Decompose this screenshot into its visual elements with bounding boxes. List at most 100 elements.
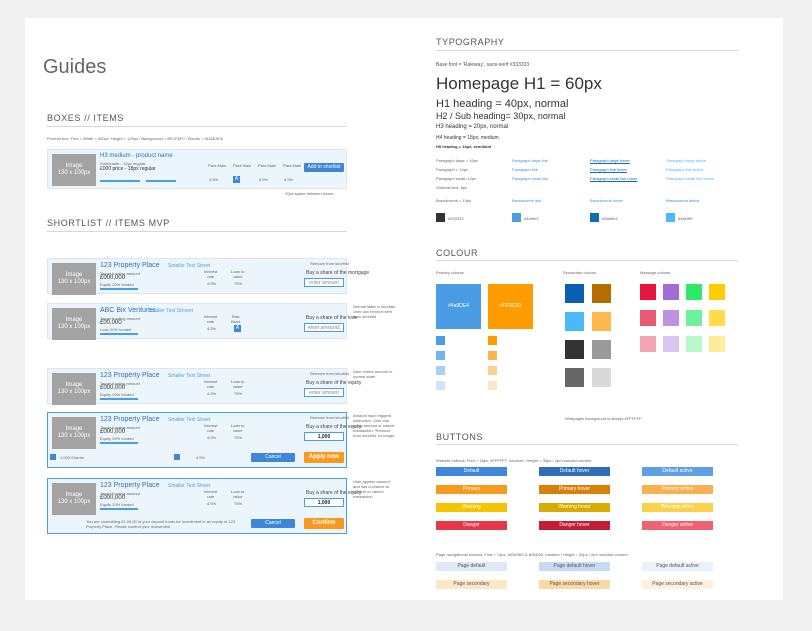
secondary-swatch: [565, 312, 584, 331]
color-chip: [436, 351, 445, 360]
remove-link[interactable]: Remove from shortlist: [310, 415, 349, 420]
funding-label: Target funding amount: [100, 316, 140, 321]
colour-heading: COLOUR: [436, 248, 479, 258]
confirm-button[interactable]: Confirm: [304, 518, 344, 529]
item-title[interactable]: 123 Property Place: [100, 482, 160, 489]
button-sample-primary[interactable]: Primary: [436, 485, 507, 494]
breadcrumb-sample[interactable]: Breadcrumb active: [666, 198, 700, 203]
image-placeholder: Image 130 x 100px: [52, 263, 96, 295]
button-sample-danger-active[interactable]: Danger active: [642, 521, 713, 530]
message-swatch: [663, 284, 679, 300]
button-sample-danger[interactable]: Danger: [436, 521, 507, 530]
nav-button-page-secondary[interactable]: Page secondary: [436, 580, 507, 589]
button-sample-danger-hover[interactable]: Danger hover: [539, 521, 610, 530]
button-sample-default-active[interactable]: Default active: [642, 467, 713, 476]
link-sample[interactable]: Paragraph large hover: [590, 158, 630, 163]
para-sample: Paragraph small=12px: [436, 176, 477, 181]
spacing-note: 20px space between boxes: [285, 191, 334, 196]
shortlist-item: Image 130 x 100px 123 Property Place Small…: [47, 412, 361, 468]
button-sample-primary-active[interactable]: Primary active: [642, 485, 713, 494]
secondary-colours-label: Secondary colours: [563, 270, 597, 275]
button-sample-warning-active[interactable]: Warning active: [642, 503, 713, 512]
nav-button-page-default-active[interactable]: Page default active: [642, 562, 713, 571]
item-title[interactable]: 123 Property Place: [100, 372, 160, 379]
ltv-value: 75%: [234, 391, 243, 396]
message-swatch: [663, 310, 679, 326]
h1-homepage-sample: Homepage H1 = 60px: [436, 74, 602, 93]
price: £000 price - 18px regular: [100, 166, 156, 172]
col-label: Para Main: [258, 163, 277, 168]
cancel-button[interactable]: Cancel: [251, 519, 295, 528]
amount-input[interactable]: 1,000: [304, 498, 344, 507]
checkbox-icon[interactable]: [174, 454, 180, 460]
link-sample[interactable]: Paragraph small link active: [666, 176, 714, 181]
item-title[interactable]: ABC Bix Ventures: [100, 307, 156, 314]
button-sample-default-hover[interactable]: Default hover: [539, 467, 610, 476]
nav-button-page-default-hover[interactable]: Page default hover: [539, 562, 610, 571]
button-sample-default[interactable]: Default: [436, 467, 507, 476]
shortlist-heading: SHORTLIST // ITEMS MVP: [47, 218, 170, 228]
amount-input[interactable]: 1,000: [304, 432, 344, 441]
button-sample-warning-hover[interactable]: Warning hover: [539, 503, 610, 512]
link-sample[interactable]: Paragraph large link: [512, 158, 548, 163]
secondary-swatch: [592, 312, 611, 331]
product-name[interactable]: H3 medium - product name: [100, 153, 173, 159]
ltv-value: 75%: [234, 281, 243, 286]
typography-heading: TYPOGRAPHY: [436, 37, 505, 47]
item-subtitle: Smaller Text Street: [168, 417, 211, 423]
link-sample[interactable]: Paragraph large active: [666, 158, 707, 163]
remove-link[interactable]: Remove from shortlist: [310, 261, 349, 266]
funding-amount: £000,000: [100, 385, 126, 391]
link-sample[interactable]: Paragraph link active: [666, 167, 704, 172]
message-swatch: [663, 336, 679, 352]
hex-label: #4a9fe3: [524, 216, 539, 221]
cta-label: Buy a share of the mortgage: [306, 270, 370, 276]
shortlist-item: Image 130 x 100px 123 Property Place Small…: [47, 368, 361, 405]
cta-label: Buy a share of the equity: [306, 424, 362, 430]
link-sample[interactable]: Paragraph small link: [512, 176, 549, 181]
ltv-label: Loan to value: [231, 379, 245, 389]
breadcrumb-sample[interactable]: Breadcrumb link: [512, 198, 541, 203]
subheader: Subheader - 12px regular: [100, 161, 146, 166]
button-sample-primary-hover[interactable]: Primary hover: [539, 485, 610, 494]
funded-label: Equity 20% funded: [100, 502, 134, 507]
col-value: 4.5%: [259, 177, 269, 182]
nav-button-page-default[interactable]: Page default: [436, 562, 507, 571]
add-to-shortlist-button[interactable]: Add to shortlist: [304, 163, 344, 172]
checkbox-icon[interactable]: [50, 454, 56, 460]
cta-label: Buy a share of the equity: [306, 490, 362, 496]
amount-input[interactable]: enter amount£: [304, 323, 344, 332]
button-sample-warning[interactable]: Warning: [436, 503, 507, 512]
message-swatch: [709, 284, 725, 300]
funding-amount: £000,000: [100, 429, 126, 435]
link-sample[interactable]: Paragraph small link hover: [590, 176, 638, 181]
amount-input[interactable]: enter amount: [304, 388, 344, 397]
funding-amount: £000,000: [100, 495, 126, 501]
apply-now-button[interactable]: Apply now: [304, 452, 344, 463]
rate-value: 4.5%: [207, 501, 217, 506]
breadcrumb-sample[interactable]: Breadcrumb hover: [590, 198, 623, 203]
item-subtitle: Smaller Text Streeet: [148, 308, 193, 314]
item-subtitle: Smaller Text Street: [168, 263, 211, 269]
ltv-value: 75%: [234, 435, 243, 440]
cta-label: Buy a share of the loan: [306, 315, 358, 321]
ltv-label: Loan to value: [231, 423, 245, 433]
hex-label: #0b6bb3: [602, 216, 618, 221]
color-chip: [488, 366, 497, 375]
color-chip: [436, 366, 445, 375]
cancel-button[interactable]: Cancel: [251, 453, 295, 462]
annotation: Normal state in shortlist. User can remo…: [353, 304, 396, 319]
remove-link[interactable]: Remove from shortlist: [310, 371, 349, 376]
amount-input[interactable]: enter amount: [304, 278, 344, 287]
annotation: Amount input triggers slidedown. User ca…: [353, 413, 395, 438]
item-title[interactable]: 123 Property Place: [100, 416, 160, 423]
nav-button-page-secondary-active[interactable]: Page secondary active: [642, 580, 713, 589]
item-title[interactable]: 123 Property Place: [100, 262, 160, 269]
progress-bar: [100, 333, 138, 335]
secondary-swatch: [565, 368, 584, 387]
secondary-swatch: [565, 284, 584, 303]
nav-button-page-secondary-hover[interactable]: Page secondary hover: [539, 580, 610, 589]
link-sample[interactable]: Paragraph link hover: [590, 167, 627, 172]
link-sample[interactable]: Paragraph link: [512, 167, 538, 172]
divider: [436, 444, 738, 445]
